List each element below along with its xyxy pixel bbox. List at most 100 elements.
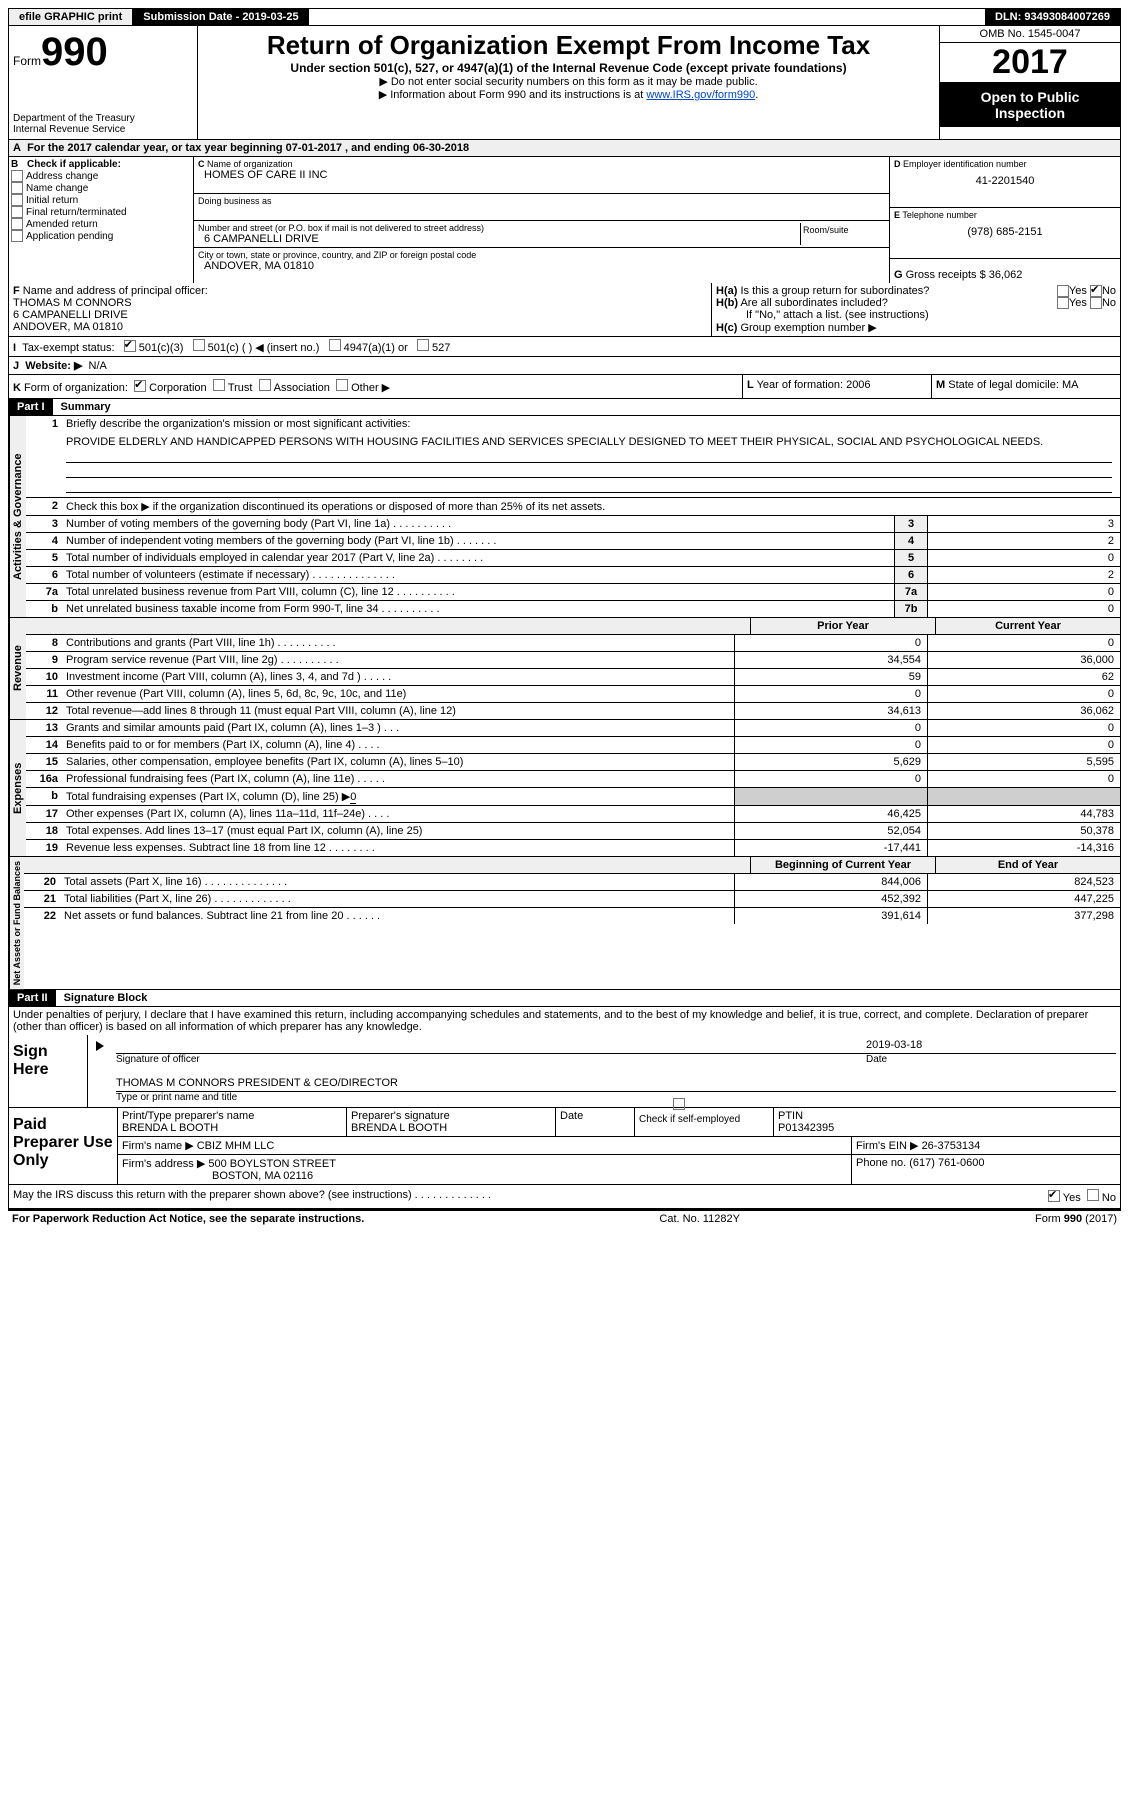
- officer-label: Name and address of principal officer:: [23, 285, 208, 297]
- begin-year-hdr: Beginning of Current Year: [750, 857, 935, 873]
- sig-date: 2019-03-18: [866, 1039, 1116, 1051]
- year-formation: Year of formation: 2006: [757, 379, 871, 391]
- irs-link[interactable]: www.IRS.gov/form990: [646, 89, 755, 101]
- form-header: Form990 Department of the Treasury Inter…: [8, 26, 1121, 140]
- part1-title: Summary: [53, 399, 119, 415]
- ha-yes[interactable]: [1057, 285, 1069, 297]
- line22: Net assets or fund balances. Subtract li…: [60, 908, 734, 924]
- l19-cy: -14,316: [927, 840, 1120, 856]
- firm-ein: 26-3753134: [922, 1140, 981, 1152]
- line20: Total assets (Part X, line 16) . . . . .…: [60, 874, 734, 890]
- l9-cy: 36,000: [927, 652, 1120, 668]
- vl-expenses: Expenses: [9, 720, 26, 856]
- l14-cy: 0: [927, 737, 1120, 753]
- sign-here: Sign Here: [9, 1035, 88, 1107]
- chk-other[interactable]: [336, 379, 348, 391]
- hb-no[interactable]: [1090, 297, 1102, 309]
- chk-initial-return[interactable]: [11, 194, 23, 206]
- website-label: Website: ▶: [25, 360, 82, 372]
- line16a: Professional fundraising fees (Part IX, …: [62, 771, 734, 787]
- discuss-no[interactable]: [1087, 1189, 1099, 1201]
- line3: Number of voting members of the governin…: [62, 516, 894, 532]
- firm-phone-lbl: Phone no.: [856, 1157, 909, 1169]
- chk-self-employed[interactable]: [673, 1098, 685, 1110]
- prep-name-lbl: Print/Type preparer's name: [122, 1110, 342, 1122]
- l9-py: 34,554: [734, 652, 927, 668]
- phone-label: Telephone number: [902, 210, 977, 220]
- chk-assoc[interactable]: [259, 379, 271, 391]
- paid-preparer: Paid Preparer Use Only: [9, 1108, 117, 1184]
- line7b-val: 0: [927, 601, 1120, 617]
- chk-501c3[interactable]: [124, 340, 136, 352]
- chk-corp[interactable]: [134, 380, 146, 392]
- dln: DLN: 93493084007269: [985, 9, 1120, 25]
- line7a-val: 0: [927, 584, 1120, 600]
- chk-address-change[interactable]: [11, 170, 23, 182]
- prior-year-hdr: Prior Year: [750, 618, 935, 634]
- org-name: HOMES OF CARE II INC: [198, 169, 885, 181]
- tax-exempt-label: Tax-exempt status:: [22, 342, 114, 354]
- mission-text: PROVIDE ELDERLY AND HANDICAPPED PERSONS …: [66, 436, 1043, 448]
- ha-no[interactable]: [1090, 285, 1102, 297]
- footer-mid: Cat. No. 11282Y: [659, 1213, 740, 1225]
- chk-final-return[interactable]: [11, 206, 23, 218]
- l18-py: 52,054: [734, 823, 927, 839]
- ptin: P01342395: [778, 1122, 1116, 1134]
- efile-print-button[interactable]: efile GRAPHIC print: [9, 9, 133, 25]
- l20-ey: 824,523: [927, 874, 1120, 890]
- omb-number: OMB No. 1545-0047: [940, 26, 1120, 43]
- officer-addr1: 6 CAMPANELLI DRIVE: [13, 309, 707, 321]
- chk-amended[interactable]: [11, 218, 23, 230]
- chk-4947[interactable]: [329, 339, 341, 351]
- tax-year: 2017: [940, 43, 1120, 83]
- line7b: Net unrelated business taxable income fr…: [62, 601, 894, 617]
- address-label: Number and street (or P.O. box if mail i…: [198, 223, 800, 233]
- l17-py: 46,425: [734, 806, 927, 822]
- l14-py: 0: [734, 737, 927, 753]
- l13-py: 0: [734, 720, 927, 736]
- form-number: 990: [41, 30, 108, 74]
- sig-declaration: Under penalties of perjury, I declare th…: [8, 1007, 1121, 1035]
- state-domicile: State of legal domicile: MA: [948, 379, 1078, 391]
- phone: (978) 685-2151: [894, 220, 1116, 238]
- officer-name: THOMAS M CONNORS: [13, 297, 707, 309]
- l10-cy: 62: [927, 669, 1120, 685]
- vl-activities: Activities & Governance: [9, 416, 26, 617]
- ptin-lbl: PTIN: [778, 1110, 1116, 1122]
- l15-py: 5,629: [734, 754, 927, 770]
- line19: Revenue less expenses. Subtract line 18 …: [62, 840, 734, 856]
- line6-val: 2: [927, 567, 1120, 583]
- top-bar: efile GRAPHIC print Submission Date - 20…: [8, 8, 1121, 26]
- ein-label: Employer identification number: [903, 159, 1027, 169]
- chk-527[interactable]: [417, 339, 429, 351]
- l21-ey: 447,225: [927, 891, 1120, 907]
- l20-by: 844,006: [734, 874, 927, 890]
- l16-cy: 0: [927, 771, 1120, 787]
- firm-lbl: Firm's name ▶: [122, 1140, 197, 1152]
- l8-py: 0: [734, 635, 927, 651]
- hb-yes[interactable]: [1057, 297, 1069, 309]
- chk-application-pending[interactable]: [11, 230, 23, 242]
- part2-title: Signature Block: [56, 990, 156, 1006]
- submission-date: Submission Date - 2019-03-25: [133, 9, 308, 25]
- line5: Total number of individuals employed in …: [62, 550, 894, 566]
- chk-name-change[interactable]: [11, 182, 23, 194]
- l17-cy: 44,783: [927, 806, 1120, 822]
- chk-501c[interactable]: [193, 339, 205, 351]
- note-ssn: ▶ Do not enter social security numbers o…: [202, 75, 935, 88]
- sig-name-label: Type or print name and title: [116, 1092, 1116, 1103]
- part1-header: Part I: [9, 399, 53, 415]
- line13: Grants and similar amounts paid (Part IX…: [62, 720, 734, 736]
- vl-revenue: Revenue: [9, 618, 26, 719]
- city-label: City or town, state or province, country…: [198, 250, 885, 260]
- l21-by: 452,392: [734, 891, 927, 907]
- form-label: Form: [13, 54, 41, 68]
- form-subtitle: Under section 501(c), 527, or 4947(a)(1)…: [202, 61, 935, 75]
- line8: Contributions and grants (Part VIII, lin…: [62, 635, 734, 651]
- arrow-icon: [88, 1035, 112, 1107]
- l10-py: 59: [734, 669, 927, 685]
- chk-trust[interactable]: [213, 379, 225, 391]
- open-to-public: Open to Public Inspection: [940, 83, 1120, 127]
- subordinates-q: Are all subordinates included?: [740, 297, 887, 309]
- discuss-yes[interactable]: [1048, 1190, 1060, 1202]
